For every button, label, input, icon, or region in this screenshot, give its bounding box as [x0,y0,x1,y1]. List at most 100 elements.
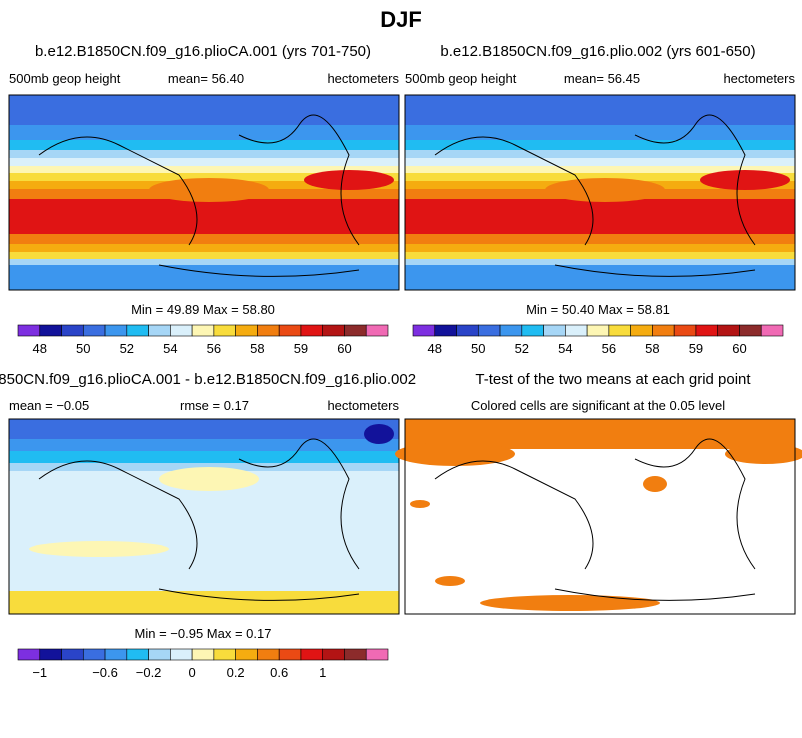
colorbar-cell [170,324,193,337]
map-blob [410,500,430,508]
colorbar-label: −1 [32,665,47,680]
colorbar-label: 54 [558,341,572,356]
map-frame [404,94,796,291]
map-blob [725,444,802,464]
colorbar-cell [104,648,128,661]
map-band [9,265,399,290]
colorbar-cell [213,324,236,337]
colorbar-label: 60 [337,341,351,356]
colorbar-label: 58 [645,341,659,356]
colorbar-cell [235,324,258,337]
colorbar-cell [126,648,149,661]
colorbar-cell [365,324,389,337]
colorbar-cell [477,324,501,337]
map-band [9,419,399,439]
colorbar-label: 50 [471,341,485,356]
colorbar-cell [344,648,367,661]
center-label: mean= 56.45 [564,71,640,86]
coastline [434,114,756,277]
map-band [405,150,795,158]
panel-title: b.e12.B1850CN.f09_g16.plio.002 (yrs 601-… [440,43,755,60]
stats-label: Min = −0.95 Max = 0.17 [135,626,272,641]
coastline [434,438,756,601]
colorbar-label: 48 [428,341,442,356]
colorbar-label: 59 [294,341,308,356]
colorbar-cell [82,324,106,337]
map-band [9,471,399,591]
colorbar-cell [344,324,367,337]
colorbar-cell [760,324,784,337]
colorbar-cell [235,648,258,661]
colorbar-cell [300,324,324,337]
colorbar-cell [322,324,345,337]
map-frame [8,94,400,291]
map-band [405,166,795,173]
colorbar-cell [499,324,523,337]
colorbar-label: 0 [189,665,196,680]
colorbar-cell [739,324,762,337]
colorbar-cell [17,324,41,337]
colorbar-label: 58 [250,341,264,356]
map [395,418,802,615]
map-blob [159,467,259,491]
colorbar-label: 54 [163,341,177,356]
map-band [405,125,795,140]
map-band [405,244,795,252]
map-band [9,234,399,244]
map-blob [364,424,394,444]
right-label: hectometers [327,71,399,86]
colorbar-label: 60 [732,341,746,356]
stats-label: Min = 50.40 Max = 58.81 [526,302,670,317]
map-blob [700,170,790,190]
colorbar-label: 48 [33,341,47,356]
map-blob [545,178,665,202]
colorbar-cell [170,648,193,661]
colorbar-cell [412,324,436,337]
map-band [405,140,795,150]
colorbar-cell [630,324,653,337]
map-blob [395,442,515,466]
colorbar-label: 1 [319,665,326,680]
right-label: hectometers [327,398,399,413]
map-band [9,591,399,614]
colorbar-label: −0.2 [136,665,162,680]
right-label: hectometers [723,71,795,86]
colorbar-cell [456,324,479,337]
colorbar-cell [434,324,457,337]
colorbar-cell [695,324,719,337]
colorbar-cell [543,324,566,337]
center-label: mean= 56.40 [168,71,244,86]
colorbar-cell [365,648,389,661]
map-blob [304,170,394,190]
colorbar-cell [652,324,675,337]
map-band [9,166,399,173]
panel-title: T-test of the two means at each grid poi… [475,371,751,388]
map-band [9,125,399,140]
map-blob [643,476,667,492]
map [8,418,400,615]
colorbar-label: −0.6 [92,665,118,680]
map-band [405,259,795,265]
map-blob [149,178,269,202]
colorbar-cell [257,324,280,337]
colorbar-label: 52 [515,341,529,356]
colorbar-cell [257,648,280,661]
colorbar-cell [278,324,302,337]
panel-title: b.e12.B1850CN.f09_g16.plioCA.001 (yrs 70… [35,43,371,60]
figure-title: DJF [380,7,422,32]
colorbar-cell [104,324,128,337]
colorbar-label: 0.2 [227,665,245,680]
colorbar-label: 0.6 [270,665,288,680]
map-band [9,439,399,451]
center-label: rmse = 0.17 [180,398,249,413]
map-band [9,173,399,181]
colorbar-cell [278,648,302,661]
map-band [9,158,399,166]
map-band [405,199,795,234]
colorbar-cell [148,324,171,337]
colorbar-cell [191,648,215,661]
map-band [405,252,795,259]
map-band [405,234,795,244]
map [404,94,796,291]
